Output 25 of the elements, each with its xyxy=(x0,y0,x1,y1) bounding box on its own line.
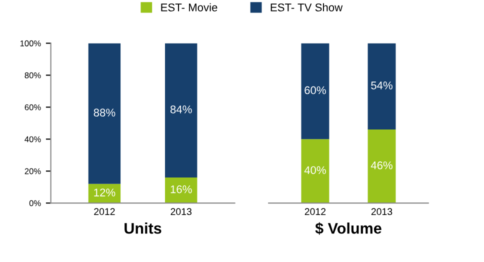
x-tick-label: 2013 xyxy=(371,208,392,216)
x-tick-label: 2012 xyxy=(94,208,115,216)
y-tick-label: 60% xyxy=(24,104,41,110)
x-tick-label: 2013 xyxy=(170,208,192,216)
data-label: 54% xyxy=(371,82,392,90)
data-label: 16% xyxy=(170,185,192,194)
bar xyxy=(88,43,121,184)
legend-label: EST- TV Show xyxy=(270,3,343,12)
data-label: 60% xyxy=(304,86,326,94)
y-tick-label: 80% xyxy=(24,72,41,78)
data-label: 84% xyxy=(170,105,192,114)
x-axis-title: $ Volume xyxy=(315,222,382,235)
bar xyxy=(165,177,198,204)
data-label: 40% xyxy=(304,166,326,174)
y-tick-label: 0% xyxy=(29,200,41,206)
bar xyxy=(165,43,198,178)
y-tick-label: 100% xyxy=(20,40,41,46)
legend-label: EST- Movie xyxy=(161,3,218,12)
x-axis-title: Units xyxy=(124,222,162,234)
x-tick-label: 2012 xyxy=(304,208,326,216)
data-label: 88% xyxy=(94,108,116,117)
data-label: 46% xyxy=(370,161,392,170)
y-tick-label: 20% xyxy=(24,168,41,174)
y-tick-label: 40% xyxy=(24,136,41,142)
data-label: 12% xyxy=(94,188,116,196)
